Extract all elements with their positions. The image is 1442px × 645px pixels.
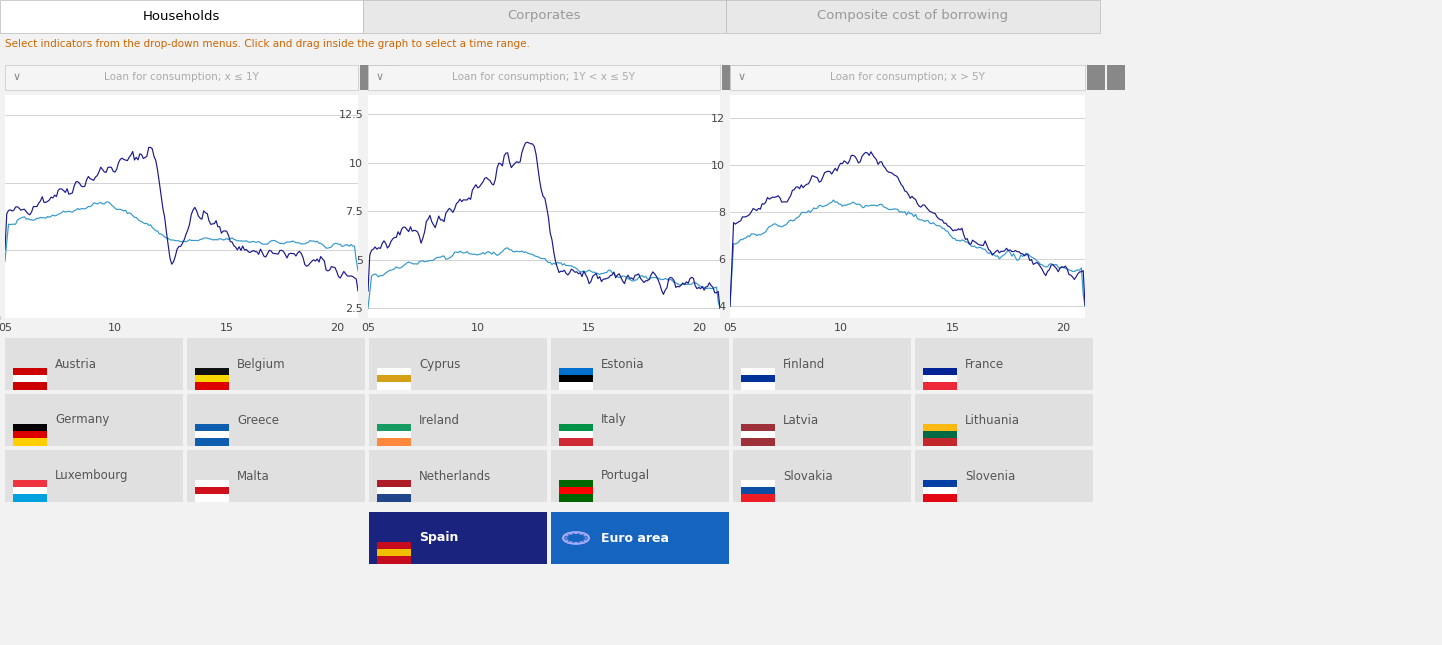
Text: Estonia: Estonia <box>601 357 645 370</box>
Text: Cyprus: Cyprus <box>420 357 460 370</box>
Text: Austria: Austria <box>55 357 97 370</box>
Text: ∨: ∨ <box>13 72 22 83</box>
Text: Netherlands: Netherlands <box>420 470 492 482</box>
Text: Greece: Greece <box>236 413 278 426</box>
Text: Households: Households <box>143 10 221 23</box>
Text: ∨: ∨ <box>376 72 384 83</box>
Text: Loan for consumption; 1Y < x ≤ 5Y: Loan for consumption; 1Y < x ≤ 5Y <box>453 72 636 83</box>
Text: Malta: Malta <box>236 470 270 482</box>
Text: Loan for consumption; x ≤ 1Y: Loan for consumption; x ≤ 1Y <box>104 72 260 83</box>
Text: France: France <box>965 357 1004 370</box>
Text: Belgium: Belgium <box>236 357 286 370</box>
Text: Slovakia: Slovakia <box>783 470 832 482</box>
Text: ∨: ∨ <box>738 72 746 83</box>
Text: Select indicators from the drop-down menus. Click and drag inside the graph to s: Select indicators from the drop-down men… <box>4 39 529 49</box>
Text: Lithuania: Lithuania <box>965 413 1019 426</box>
Text: Composite cost of borrowing: Composite cost of borrowing <box>818 10 1008 23</box>
Text: Portugal: Portugal <box>601 470 650 482</box>
Text: Latvia: Latvia <box>783 413 819 426</box>
Text: Slovenia: Slovenia <box>965 470 1015 482</box>
Text: Corporates: Corporates <box>508 10 581 23</box>
Text: Germany: Germany <box>55 413 110 426</box>
Text: Spain: Spain <box>420 531 459 544</box>
Text: Euro area: Euro area <box>601 531 669 544</box>
Text: Ireland: Ireland <box>420 413 460 426</box>
Text: Loan for consumption; x > 5Y: Loan for consumption; x > 5Y <box>831 72 985 83</box>
Text: Luxembourg: Luxembourg <box>55 470 128 482</box>
Text: Finland: Finland <box>783 357 825 370</box>
Text: Italy: Italy <box>601 413 627 426</box>
